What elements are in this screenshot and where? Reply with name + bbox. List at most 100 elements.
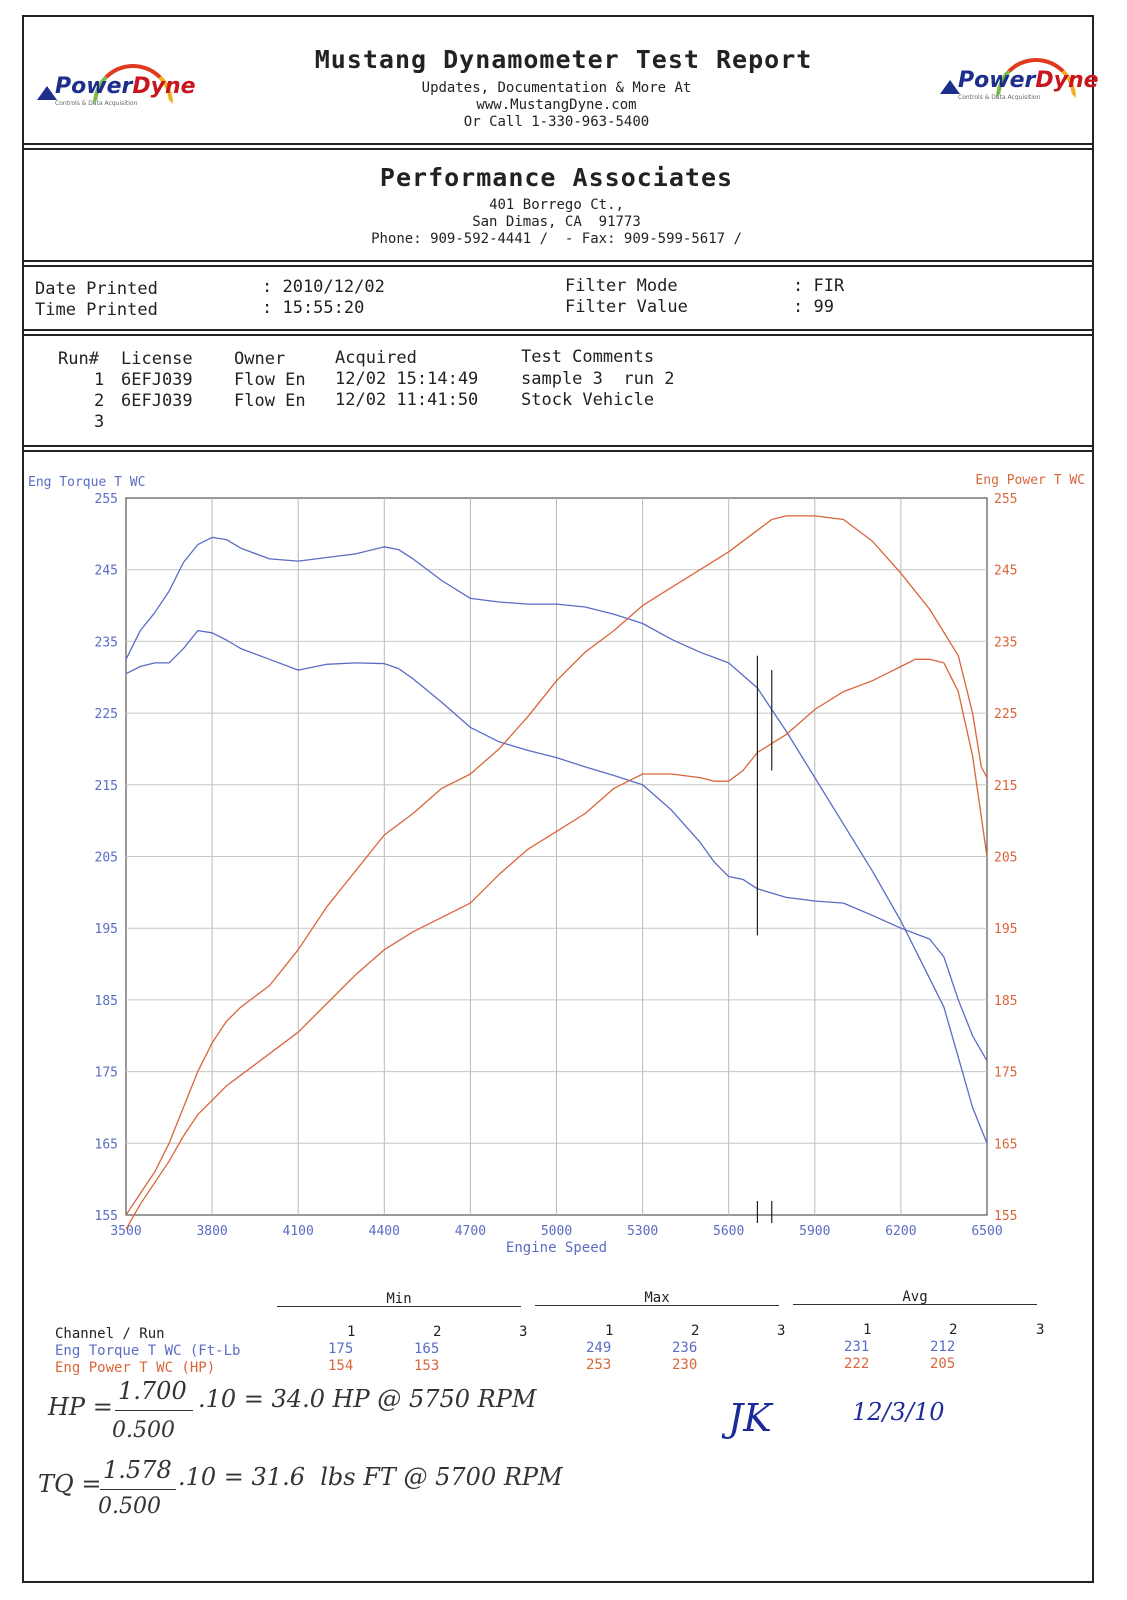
power-avg-1: 222 bbox=[844, 1356, 870, 1372]
min-group-rule bbox=[277, 1306, 521, 1307]
run-col-max-3: 3 bbox=[777, 1323, 786, 1339]
shop-address1: 401 Borrego Ct., bbox=[489, 197, 624, 213]
y-right-axis-label: Eng Power T WC bbox=[975, 473, 1085, 488]
tq-result: .10 = 31.6 lbs FT @ 5700 RPM bbox=[178, 1463, 563, 1491]
summary-header-label: Channel / Run bbox=[55, 1326, 165, 1342]
hp-prefix: HP = bbox=[48, 1393, 113, 1421]
torque-max-1: 249 bbox=[586, 1340, 612, 1356]
x-tick-label: 3800 bbox=[196, 1224, 227, 1239]
run-col-avg-1: 1 bbox=[863, 1322, 872, 1338]
report-frame bbox=[22, 15, 1094, 1583]
tq-denominator: 0.500 bbox=[98, 1494, 161, 1519]
tq-numerator: 1.578 bbox=[103, 1456, 172, 1484]
power-min-2: 153 bbox=[414, 1358, 440, 1374]
avg-group-label: Avg bbox=[902, 1289, 928, 1305]
y-left-tick-label: 195 bbox=[95, 922, 118, 937]
divider bbox=[22, 450, 1094, 452]
x-tick-label: 5900 bbox=[799, 1224, 830, 1239]
y-left-tick-label: 235 bbox=[95, 635, 118, 650]
torque-max-2: 236 bbox=[672, 1340, 698, 1356]
x-tick-label: 5600 bbox=[713, 1224, 744, 1239]
max-group-rule bbox=[535, 1305, 779, 1306]
y-right-tick-label: 235 bbox=[994, 635, 1017, 650]
y-left-tick-label: 245 bbox=[95, 564, 118, 579]
run-number: 3 bbox=[94, 412, 105, 432]
filter-mode-value: : FIR bbox=[793, 276, 845, 296]
header-line2: www.MustangDyne.com bbox=[476, 97, 637, 113]
x-tick-label: 3500 bbox=[110, 1224, 141, 1239]
header-line1: Updates, Documentation & More At bbox=[421, 80, 692, 96]
run-col-min-2: 2 bbox=[433, 1324, 442, 1340]
torque-row-label: Eng Torque T WC (Ft-Lb bbox=[55, 1343, 241, 1359]
divider bbox=[22, 260, 1094, 262]
y-right-tick-label: 195 bbox=[994, 922, 1017, 937]
torque-curve-run-2 bbox=[125, 629, 988, 1062]
y-right-tick-label: 255 bbox=[994, 492, 1017, 507]
y-left-tick-label: 185 bbox=[95, 994, 118, 1009]
power-avg-2: 205 bbox=[930, 1356, 956, 1372]
y-right-tick-label: 175 bbox=[994, 1066, 1017, 1081]
y-left-axis-label: Eng Torque T WC bbox=[28, 475, 145, 490]
divider bbox=[22, 445, 1094, 447]
torque-avg-2: 212 bbox=[930, 1339, 956, 1355]
y-left-tick-label: 225 bbox=[95, 707, 118, 722]
run-col-min-1: 1 bbox=[347, 1324, 356, 1340]
date-value: : 2010/12/02 bbox=[262, 277, 385, 297]
y-right-tick-label: 245 bbox=[994, 564, 1017, 579]
run-license: 6EFJ039 bbox=[121, 391, 193, 411]
run-col-max-1: 1 bbox=[605, 1323, 614, 1339]
shop-address2: San Dimas, CA 91773 bbox=[472, 214, 641, 230]
y-left-tick-label: 255 bbox=[95, 492, 118, 507]
divider bbox=[22, 265, 1094, 267]
power-row-label: Eng Power T WC (HP) bbox=[55, 1360, 216, 1376]
torque-min-1: 175 bbox=[328, 1341, 354, 1357]
run-owner: Flow En bbox=[234, 391, 306, 411]
hp-denominator: 0.500 bbox=[112, 1418, 175, 1443]
runs-header-owner: Owner bbox=[234, 349, 286, 369]
x-tick-label: 5300 bbox=[627, 1224, 658, 1239]
x-tick-label: 6500 bbox=[971, 1224, 1002, 1239]
date-label: Date Printed bbox=[35, 279, 158, 299]
divider bbox=[22, 334, 1094, 336]
x-tick-label: 4400 bbox=[369, 1224, 400, 1239]
dyno-chart: 3500 3800 4100 4400 4700 5000 5300 5600 5900 6200… bbox=[28, 473, 1085, 1256]
torque-avg-1: 231 bbox=[844, 1339, 870, 1355]
avg-group-rule bbox=[793, 1304, 1037, 1305]
run-owner: Flow En bbox=[234, 370, 306, 390]
run-col-avg-3: 3 bbox=[1036, 1322, 1045, 1338]
min-group-label: Min bbox=[386, 1291, 412, 1307]
powerdyne-logo-left: PowerDyne Controls & Data Acquisition bbox=[33, 62, 196, 112]
torque-curve-run-1 bbox=[125, 536, 988, 1144]
x-tick-label: 4100 bbox=[283, 1224, 314, 1239]
signature-date: 12/3/10 bbox=[852, 1398, 945, 1426]
x-axis-label: Engine Speed bbox=[506, 1240, 607, 1256]
powerdyne-logo-right: PowerDyne Controls & Data Acquisition bbox=[936, 56, 1099, 106]
y-right-tick-label: 205 bbox=[994, 851, 1017, 866]
run-number: 2 bbox=[94, 391, 105, 411]
y-left-tick-label: 175 bbox=[95, 1066, 118, 1081]
power-max-1: 253 bbox=[586, 1357, 612, 1373]
signature: JK bbox=[728, 1396, 772, 1440]
run-number: 1 bbox=[94, 370, 105, 390]
divider bbox=[22, 148, 1094, 150]
power-curve-run-1 bbox=[125, 515, 988, 1216]
filter-mode-label: Filter Mode bbox=[565, 276, 678, 296]
torque-min-2: 165 bbox=[414, 1341, 440, 1357]
y-left-tick-label: 215 bbox=[95, 779, 118, 794]
runs-header-run: Run# bbox=[58, 349, 99, 369]
y-right-tick-label: 225 bbox=[994, 707, 1017, 722]
y-right-tick-label: 185 bbox=[994, 994, 1017, 1009]
tq-fraction-bar bbox=[100, 1489, 176, 1490]
y-left-tick-label: 155 bbox=[95, 1209, 118, 1224]
y-right-tick-label: 155 bbox=[994, 1209, 1017, 1224]
divider bbox=[22, 329, 1094, 331]
power-curve-run-2 bbox=[125, 658, 988, 1230]
runs-header-acquired: Acquired bbox=[335, 348, 417, 368]
filter-value-value: : 99 bbox=[793, 297, 834, 317]
x-tick-label: 6200 bbox=[885, 1224, 916, 1239]
divider bbox=[22, 143, 1094, 145]
run-comments: Stock Vehicle bbox=[521, 390, 655, 410]
filter-value-label: Filter Value bbox=[565, 297, 688, 317]
power-max-2: 230 bbox=[672, 1357, 698, 1373]
shop-name: Performance Associates bbox=[379, 163, 734, 192]
